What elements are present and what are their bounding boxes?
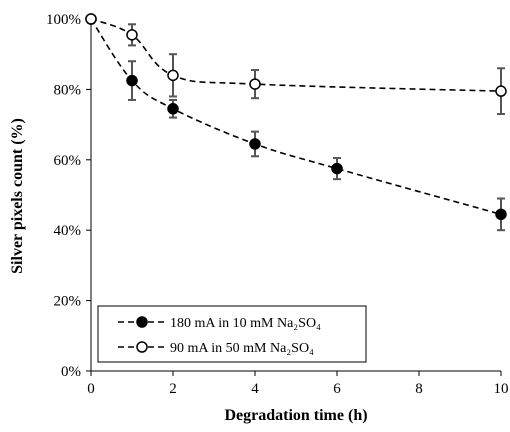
ticks: 0% 20% 40% 60% 80% 100% 0 2 4 6 8 10 <box>46 12 509 397</box>
legend-marker-series-2 <box>136 341 148 353</box>
legend-label-series-2: 90 mA in 50 mM Na₂SO₄ <box>170 341 314 356</box>
y-tick-label: 0% <box>61 364 81 380</box>
y-tick-label: 100% <box>46 12 81 28</box>
series-1 <box>85 13 507 232</box>
series-2 <box>85 13 507 116</box>
legend-label-series-1: 180 mA in 10 mM Na₂SO₄ <box>170 316 321 331</box>
data-point <box>126 29 138 41</box>
data-point <box>167 69 179 82</box>
data-point <box>85 13 97 25</box>
x-tick-label: 2 <box>169 381 177 397</box>
y-tick-label: 80% <box>54 82 82 98</box>
data-point <box>331 162 343 175</box>
x-tick-label: 10 <box>494 381 509 397</box>
x-tick-label: 4 <box>251 381 259 397</box>
y-axis-title: Silver pixels count (%) <box>9 118 26 274</box>
legend: 180 mA in 10 mM Na₂SO₄ 90 mA in 50 mM Na… <box>97 305 367 363</box>
x-axis-title: Degradation time (h) <box>224 407 367 424</box>
axes <box>90 19 501 372</box>
y-tick-label: 40% <box>54 223 82 239</box>
series-line <box>90 18 502 216</box>
y-tick-label: 60% <box>54 153 82 169</box>
series-line <box>90 18 502 92</box>
data-point <box>249 138 261 150</box>
data-point <box>167 103 179 115</box>
x-tick-label: 6 <box>333 381 341 397</box>
x-tick-label: 8 <box>415 381 423 397</box>
data-point <box>495 85 507 97</box>
data-point <box>249 78 261 90</box>
series-layer <box>85 13 507 232</box>
y-tick-label: 20% <box>54 294 82 310</box>
data-point <box>126 74 138 87</box>
legend-marker-series-1 <box>136 316 148 328</box>
x-tick-label: 0 <box>87 381 95 397</box>
data-point <box>495 208 507 221</box>
